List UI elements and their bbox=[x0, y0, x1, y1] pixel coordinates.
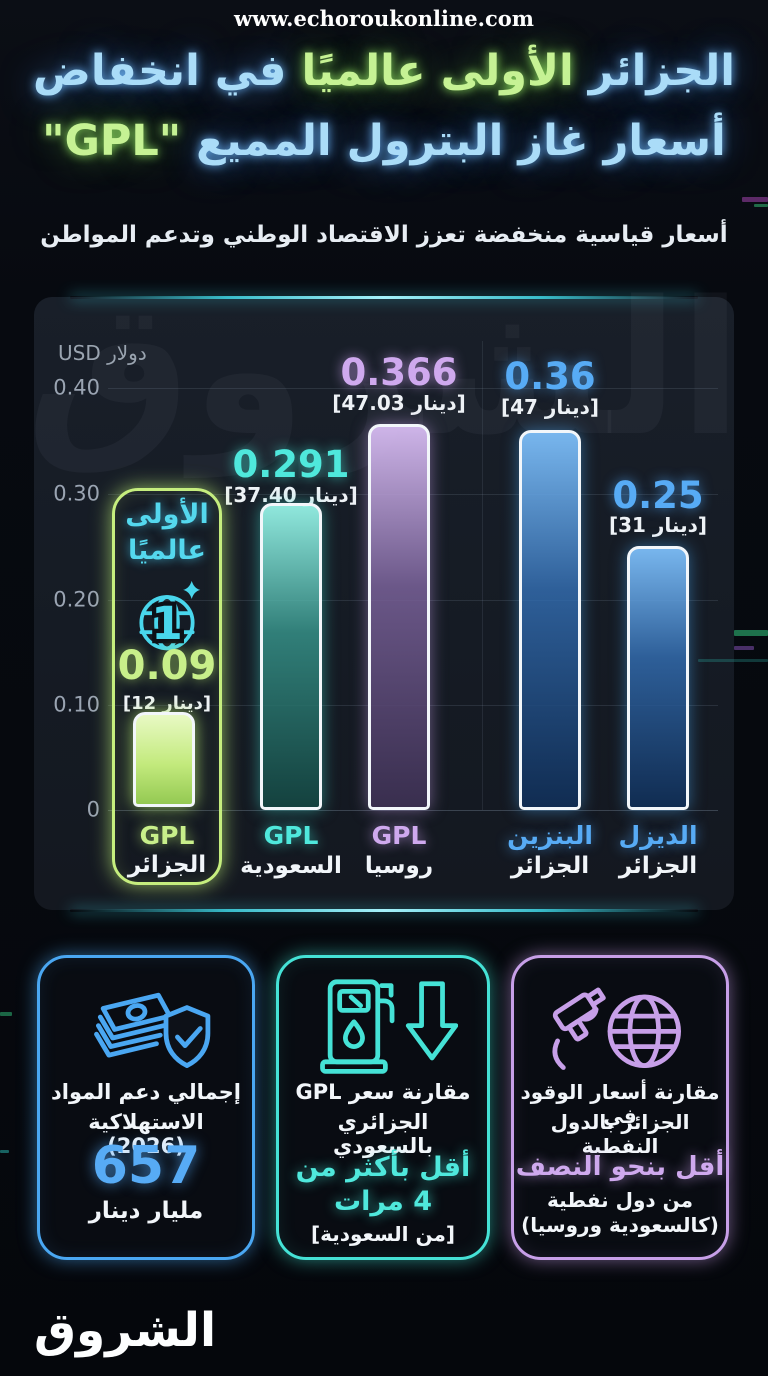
card-heading: مقارنة أسعار الوقود في bbox=[520, 1080, 720, 1128]
bar-value-usd: 0.366 bbox=[340, 351, 458, 394]
fuel-pump-down-arrow-icon bbox=[279, 978, 487, 1078]
bar-value-usd: 0.25 bbox=[612, 474, 704, 517]
title-part-lpg-prices: أسعار غاز البترول المميع bbox=[196, 116, 726, 166]
bar-fuel-label: GPL bbox=[139, 821, 195, 850]
y-tick-010: 0.10 bbox=[53, 692, 100, 717]
globe-rank-1-icon: 1 bbox=[129, 577, 205, 661]
y-tick-0: 0 bbox=[86, 797, 100, 822]
bar bbox=[368, 424, 430, 810]
card-heading: الاستهلاكية (2026) bbox=[88, 1110, 204, 1158]
bar bbox=[133, 712, 195, 807]
bar-country-label: السعودية bbox=[240, 853, 342, 879]
bar-group-diesel-algeria: 0.25 [31 دينار] الديزل الجزائر bbox=[588, 297, 728, 910]
bar-group-benzine-algeria: 0.36 [47 دينار] البنزين الجزائر bbox=[480, 297, 620, 910]
card-note: [من السعودية] bbox=[310, 1222, 456, 1246]
glitch-artifact bbox=[754, 204, 768, 207]
bar-value-dinar: [47.03 دينار] bbox=[332, 391, 466, 415]
gridline-040 bbox=[108, 388, 718, 389]
echorouk-logo: الشروق bbox=[34, 1303, 217, 1358]
bar-fuel-label: الديزل bbox=[618, 821, 698, 850]
panel-bottom-glow-line bbox=[70, 909, 698, 912]
bar-country-label: الجزائر bbox=[127, 852, 207, 878]
card-heading: إجمالي دعم المواد bbox=[51, 1080, 241, 1104]
bar-fuel-label: GPL bbox=[263, 821, 319, 850]
card-note: (كالسعودية وروسيا) bbox=[521, 1213, 719, 1237]
card-fuel-vs-oil-countries: مقارنة أسعار الوقود في الجزائر بالدول ال… bbox=[511, 955, 729, 1260]
title-part-decline: في انخفاض bbox=[33, 46, 287, 96]
main-title-line1: الجزائر الأولى عالميًا في انخفاض bbox=[0, 40, 768, 102]
badge-first-line2: عالميًا bbox=[128, 535, 206, 566]
y-tick-020: 0.20 bbox=[53, 587, 100, 612]
bar-value-usd: 0.291 bbox=[232, 443, 350, 486]
bar-group-gpl-russia: 0.366 [47.03 دينار] GPL روسيا bbox=[329, 297, 469, 910]
chart-panel: الشروق دولار USD 0.40 0.30 0.20 0.10 0 0… bbox=[26, 261, 742, 912]
glitch-artifact bbox=[698, 659, 768, 662]
site-url: www.echoroukonline.com bbox=[234, 6, 534, 31]
title-part-algeria: الجزائر bbox=[588, 46, 735, 96]
card-heading: مقارنة سعر GPL bbox=[295, 1080, 471, 1104]
card-gpl-vs-saudi: مقارنة سعر GPL الجزائري بالسعودي أقل بأك… bbox=[276, 955, 490, 1260]
glitch-artifact bbox=[742, 197, 768, 202]
y-tick-030: 0.30 bbox=[53, 481, 100, 506]
card-subsidy-total: إجمالي دعم المواد الاستهلاكية (2026) 657… bbox=[37, 955, 255, 1260]
bar-value-dinar: [12 دينار] bbox=[122, 693, 212, 714]
glitch-artifact bbox=[0, 1150, 9, 1153]
card-heading: الجزائري بالسعودي bbox=[332, 1110, 434, 1158]
card-heading: الجزائر بالدول النفطية bbox=[550, 1110, 690, 1158]
glitch-artifact bbox=[0, 1012, 12, 1016]
bar-country-label: روسيا bbox=[364, 853, 434, 879]
card-emphasis: أقل بنحو النصف bbox=[515, 1152, 725, 1182]
title-part-gpl: "GPL" bbox=[42, 116, 182, 166]
card-note: من دول نفطية bbox=[546, 1188, 694, 1212]
bar bbox=[627, 546, 689, 810]
bar-value-usd: 0.09 bbox=[117, 643, 217, 689]
y-tick-040: 0.40 bbox=[53, 375, 100, 400]
bar-country-label: الجزائر bbox=[510, 853, 590, 879]
group-divider-line bbox=[482, 341, 483, 810]
glitch-artifact bbox=[734, 630, 768, 636]
highlight-box-gpl-algeria: الأولى عالميًا 1 0.09 [12 دينار] GPL الج… bbox=[112, 488, 222, 885]
subsidy-unit: مليار دينار bbox=[88, 1198, 204, 1224]
bar-fuel-label: GPL bbox=[371, 821, 427, 850]
bar bbox=[519, 430, 581, 810]
bar-country-label: الجزائر bbox=[618, 853, 698, 879]
bar-value-dinar: [31 دينار] bbox=[608, 513, 708, 537]
card-emphasis: أقل بأكثر من bbox=[295, 1152, 471, 1183]
bar-value-usd: 0.36 bbox=[504, 355, 596, 398]
subsidy-amount: 657 bbox=[91, 1136, 201, 1196]
subtitle: أسعار قياسية منخفضة تعزز الاقتصاد الوطني… bbox=[40, 222, 728, 248]
panel-top-glow-line bbox=[70, 296, 698, 299]
svg-text:1: 1 bbox=[151, 597, 183, 650]
badge-first-line1: الأولى bbox=[125, 499, 209, 530]
gridline-0 bbox=[108, 810, 718, 811]
y-axis-unit-label: دولار USD bbox=[58, 341, 147, 365]
bar-group-gpl-saudi: 0.291 [37.40 دينار] GPL السعودية bbox=[221, 297, 361, 910]
glitch-artifact bbox=[734, 646, 754, 650]
title-part-first-globally: الأولى عالميًا bbox=[301, 46, 574, 96]
card-emphasis: 4 مرات bbox=[333, 1186, 433, 1217]
bar-value-dinar: [47 دينار] bbox=[500, 395, 600, 419]
money-stack-shield-check-icon bbox=[40, 978, 252, 1078]
main-title-line2: أسعار غاز البترول المميع "GPL" bbox=[0, 110, 768, 172]
bar bbox=[260, 503, 322, 810]
bar-fuel-label: البنزين bbox=[507, 821, 593, 850]
fuel-nozzle-globe-icon bbox=[514, 978, 726, 1078]
